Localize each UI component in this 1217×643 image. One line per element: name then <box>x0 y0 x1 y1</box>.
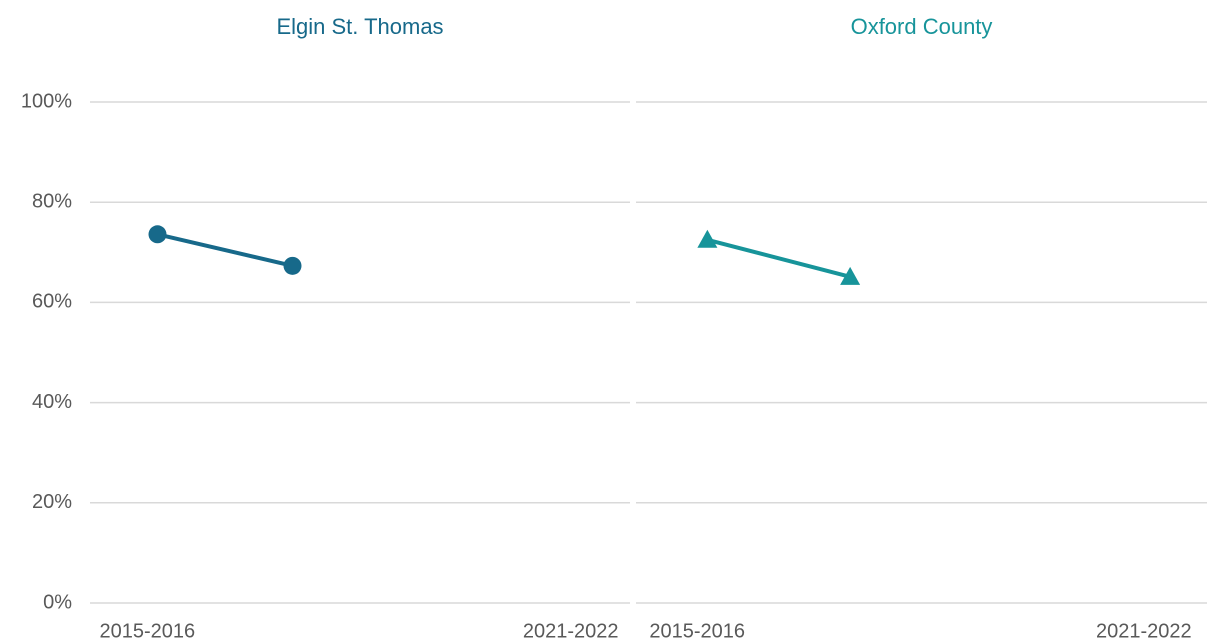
y-tick-label: 20% <box>32 491 72 513</box>
marker <box>148 225 167 244</box>
x-tick-label: 2021-2022 <box>523 620 619 642</box>
y-tick-label: 80% <box>32 190 72 212</box>
marker <box>283 256 302 275</box>
x-tick-label: 2021-2022 <box>1096 620 1192 642</box>
series-line <box>157 232 293 268</box>
y-tick-label: 100% <box>21 90 72 112</box>
y-tick-label: 60% <box>32 291 72 313</box>
marker <box>840 266 861 285</box>
marker <box>697 229 718 248</box>
y-tick-label: 0% <box>43 591 72 613</box>
x-tick-label: 2015-2016 <box>649 620 745 642</box>
panel-title: Oxford County <box>851 14 993 39</box>
x-tick-label: 2015-2016 <box>100 620 196 642</box>
series-line <box>706 237 851 279</box>
panel-title: Elgin St. Thomas <box>276 14 443 39</box>
y-tick-label: 40% <box>32 391 72 413</box>
